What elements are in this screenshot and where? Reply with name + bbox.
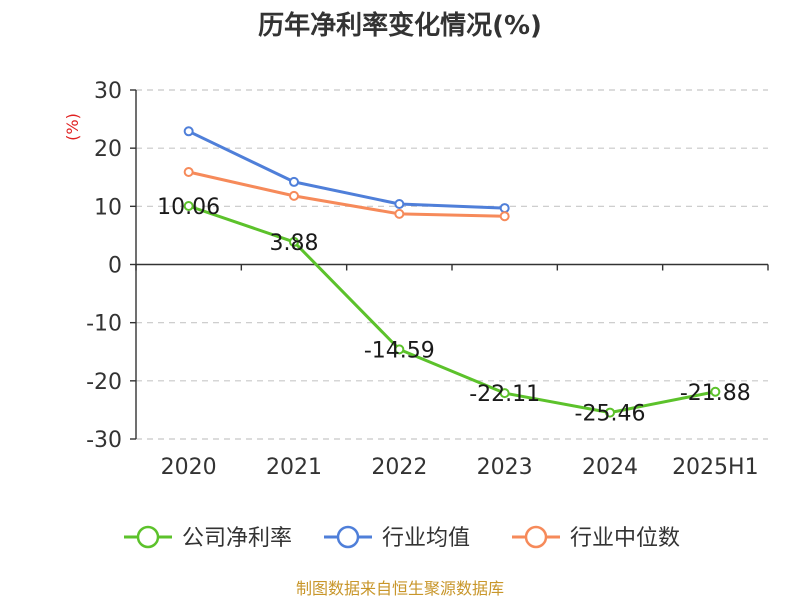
legend[interactable]: 公司净利率 行业均值 行业中位数 — [124, 525, 680, 551]
chart-title: 历年净利率变化情况(%) — [258, 10, 542, 41]
x-tick-label: 2024 — [582, 455, 638, 480]
y-tick-label: -10 — [86, 312, 122, 337]
data-point[interactable] — [710, 386, 721, 397]
legend-item[interactable]: 公司净利率 — [124, 525, 292, 551]
data-point[interactable] — [605, 407, 615, 418]
legend-label: 行业均值 — [382, 526, 470, 551]
data-label: 3.88 — [270, 231, 319, 256]
y-tick-label: 20 — [94, 137, 122, 162]
legend-label: 公司净利率 — [182, 526, 292, 551]
legend-item[interactable]: 行业中位数 — [512, 525, 680, 551]
data-label: 10.06 — [157, 195, 220, 220]
y-axis-unit: (%) — [63, 113, 82, 141]
data-point[interactable] — [183, 126, 194, 137]
data-label: -21.88 — [680, 381, 751, 406]
data-source-note: 制图数据来自恒生聚源数据库 — [296, 579, 504, 598]
data-point[interactable] — [394, 344, 405, 355]
series-points — [183, 126, 721, 418]
y-tick-label: -20 — [86, 370, 122, 395]
legend-marker-icon — [136, 525, 160, 549]
data-point[interactable] — [499, 388, 510, 399]
y-tick-label: 0 — [108, 254, 122, 279]
data-point[interactable] — [183, 200, 194, 211]
data-label: -22.11 — [469, 382, 540, 407]
x-tick-label: 2021 — [266, 455, 322, 480]
legend-marker-icon — [336, 525, 360, 549]
data-point[interactable] — [394, 199, 405, 210]
series-line — [188, 204, 716, 415]
data-point[interactable] — [499, 203, 510, 214]
y-tick-label: 30 — [94, 79, 122, 104]
data-point[interactable] — [499, 211, 510, 222]
series-line — [188, 170, 505, 218]
series-line — [188, 129, 505, 210]
data-labels: 10.06 3.88 -14.59 -22.11 -25.46 -21.88 — [157, 195, 751, 427]
data-point[interactable] — [183, 167, 194, 178]
legend-marker-icon — [524, 525, 548, 549]
x-tick-label: 2023 — [477, 455, 533, 480]
x-tick-label: 2020 — [161, 455, 217, 480]
y-tick-label: 10 — [94, 195, 122, 220]
y-tick-label: -30 — [86, 428, 122, 453]
data-point[interactable] — [289, 176, 299, 187]
x-tick-label: 2025H1 — [672, 455, 759, 480]
x-tick-label: 2022 — [371, 455, 427, 480]
axes: 30 20 10 0 -10 -20 -30 2020 2021 2022 2023 2024 2025… — [86, 79, 769, 480]
data-label: -14.59 — [364, 338, 435, 363]
data-label: -25.46 — [575, 402, 646, 427]
series-lines — [188, 129, 716, 415]
legend-item[interactable]: 行业均值 — [324, 525, 470, 551]
data-point[interactable] — [394, 208, 405, 219]
data-point[interactable] — [289, 236, 299, 247]
legend-label: 行业中位数 — [570, 526, 680, 551]
data-point[interactable] — [289, 190, 299, 201]
